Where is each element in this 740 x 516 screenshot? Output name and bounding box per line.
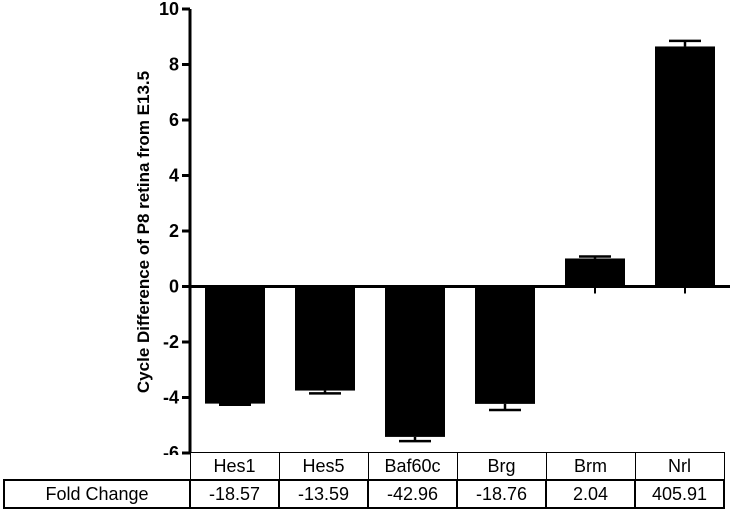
y-tick-label: 6 (169, 110, 179, 130)
table-row-label: Fold Change (3, 479, 191, 509)
bars-group (205, 46, 715, 437)
bar-chart: 10 8 6 4 2 0 -2 -4 -6 Cycle Difference of P8 ret… (134, 0, 730, 455)
table-value-cell: -13.59 (278, 479, 369, 509)
y-tick-label: 10 (159, 0, 179, 19)
table-value-cell: 405.91 (634, 479, 725, 509)
y-tick-label: -2 (163, 332, 179, 352)
table-header-cell: Baf60c (367, 452, 458, 481)
table-value-cell: -42.96 (367, 479, 458, 509)
table-value-cell: 2.04 (545, 479, 636, 509)
bar-brm (565, 258, 625, 287)
table-header-cell: Nrl (634, 452, 725, 481)
y-tick-label: 8 (169, 55, 179, 75)
table-header-cell: Hes5 (278, 452, 369, 481)
y-tick-label: 4 (169, 166, 179, 186)
error-bars-group (219, 39, 701, 443)
table-corner-cell (4, 452, 190, 481)
y-tick-label: -6 (163, 443, 179, 455)
x-axis (190, 285, 730, 294)
y-axis-title: Cycle Difference of P8 retina from E13.5 (134, 71, 153, 393)
table-header-cell: Hes1 (189, 452, 280, 481)
y-axis: 10 8 6 4 2 0 -2 -4 -6 (159, 0, 192, 455)
table-header-row: Hes1 Hes5 Baf60c Brg Brm Nrl (4, 452, 725, 481)
bar-brg (475, 286, 535, 404)
table-value-cell: -18.76 (456, 479, 547, 509)
bar-hes1 (205, 286, 265, 404)
bar-baf60c (385, 286, 445, 437)
table-header-cell: Brm (545, 452, 636, 481)
bar-hes5 (295, 286, 355, 391)
table-header-cell: Brg (456, 452, 547, 481)
bar-nrl (655, 46, 715, 287)
fold-change-table: Hes1 Hes5 Baf60c Brg Brm Nrl Fold Change… (3, 452, 725, 509)
y-tick-label: 2 (169, 221, 179, 241)
table-values-row: Fold Change -18.57 -13.59 -42.96 -18.76 … (3, 479, 725, 509)
y-tick-label: 0 (169, 277, 179, 297)
y-tick-label: -4 (163, 388, 179, 408)
table-value-cell: -18.57 (189, 479, 280, 509)
